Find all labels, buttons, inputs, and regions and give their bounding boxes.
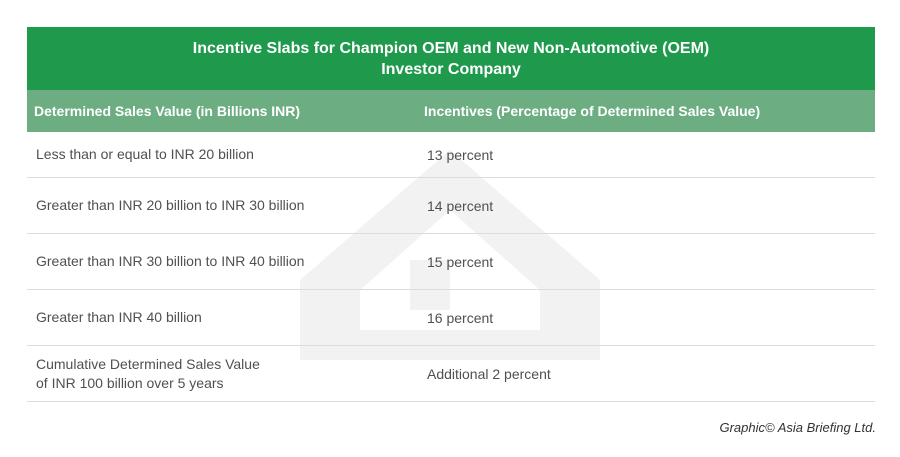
incentive-cell: 16 percent [427,309,494,326]
column-header-incentives: Incentives (Percentage of Determined Sal… [424,103,761,119]
table-row: Greater than INR 30 billion to INR 40 bi… [27,234,875,290]
table-row: Greater than INR 40 billion 16 percent [27,290,875,346]
incentive-cell: 14 percent [427,197,494,214]
incentive-cell: Additional 2 percent [427,365,551,382]
table-row: Greater than INR 20 billion to INR 30 bi… [27,178,875,234]
sales-value-cell: Less than or equal to INR 20 billion [36,146,254,162]
sales-value-cell: Greater than INR 20 billion to INR 30 bi… [36,197,305,213]
incentive-cell: 15 percent [427,253,494,270]
sales-value-line2: of INR 100 billion over 5 years [36,374,224,391]
table-title: Incentive Slabs for Champion OEM and New… [27,27,875,90]
sales-value-cell: Cumulative Determined Sales Value of INR… [27,355,427,393]
graphic-credit: Graphic© Asia Briefing Ltd. [719,420,876,435]
table-row: Cumulative Determined Sales Value of INR… [27,346,875,402]
sales-value-cell: Greater than INR 40 billion [36,309,202,325]
table-title-line1: Incentive Slabs for Champion OEM and New… [192,39,710,57]
sales-value-line1: Cumulative Determined Sales Value [36,355,260,372]
incentive-cell: 13 percent [427,146,494,163]
table-title-line2: Investor Company [381,60,521,78]
table-row: Less than or equal to INR 20 billion 13 … [27,132,875,178]
incentive-table: Incentive Slabs for Champion OEM and New… [27,27,875,402]
table-header-row: Determined Sales Value (in Billions INR)… [27,90,875,132]
column-header-sales-value: Determined Sales Value (in Billions INR) [34,103,301,119]
sales-value-cell: Greater than INR 30 billion to INR 40 bi… [36,253,305,269]
